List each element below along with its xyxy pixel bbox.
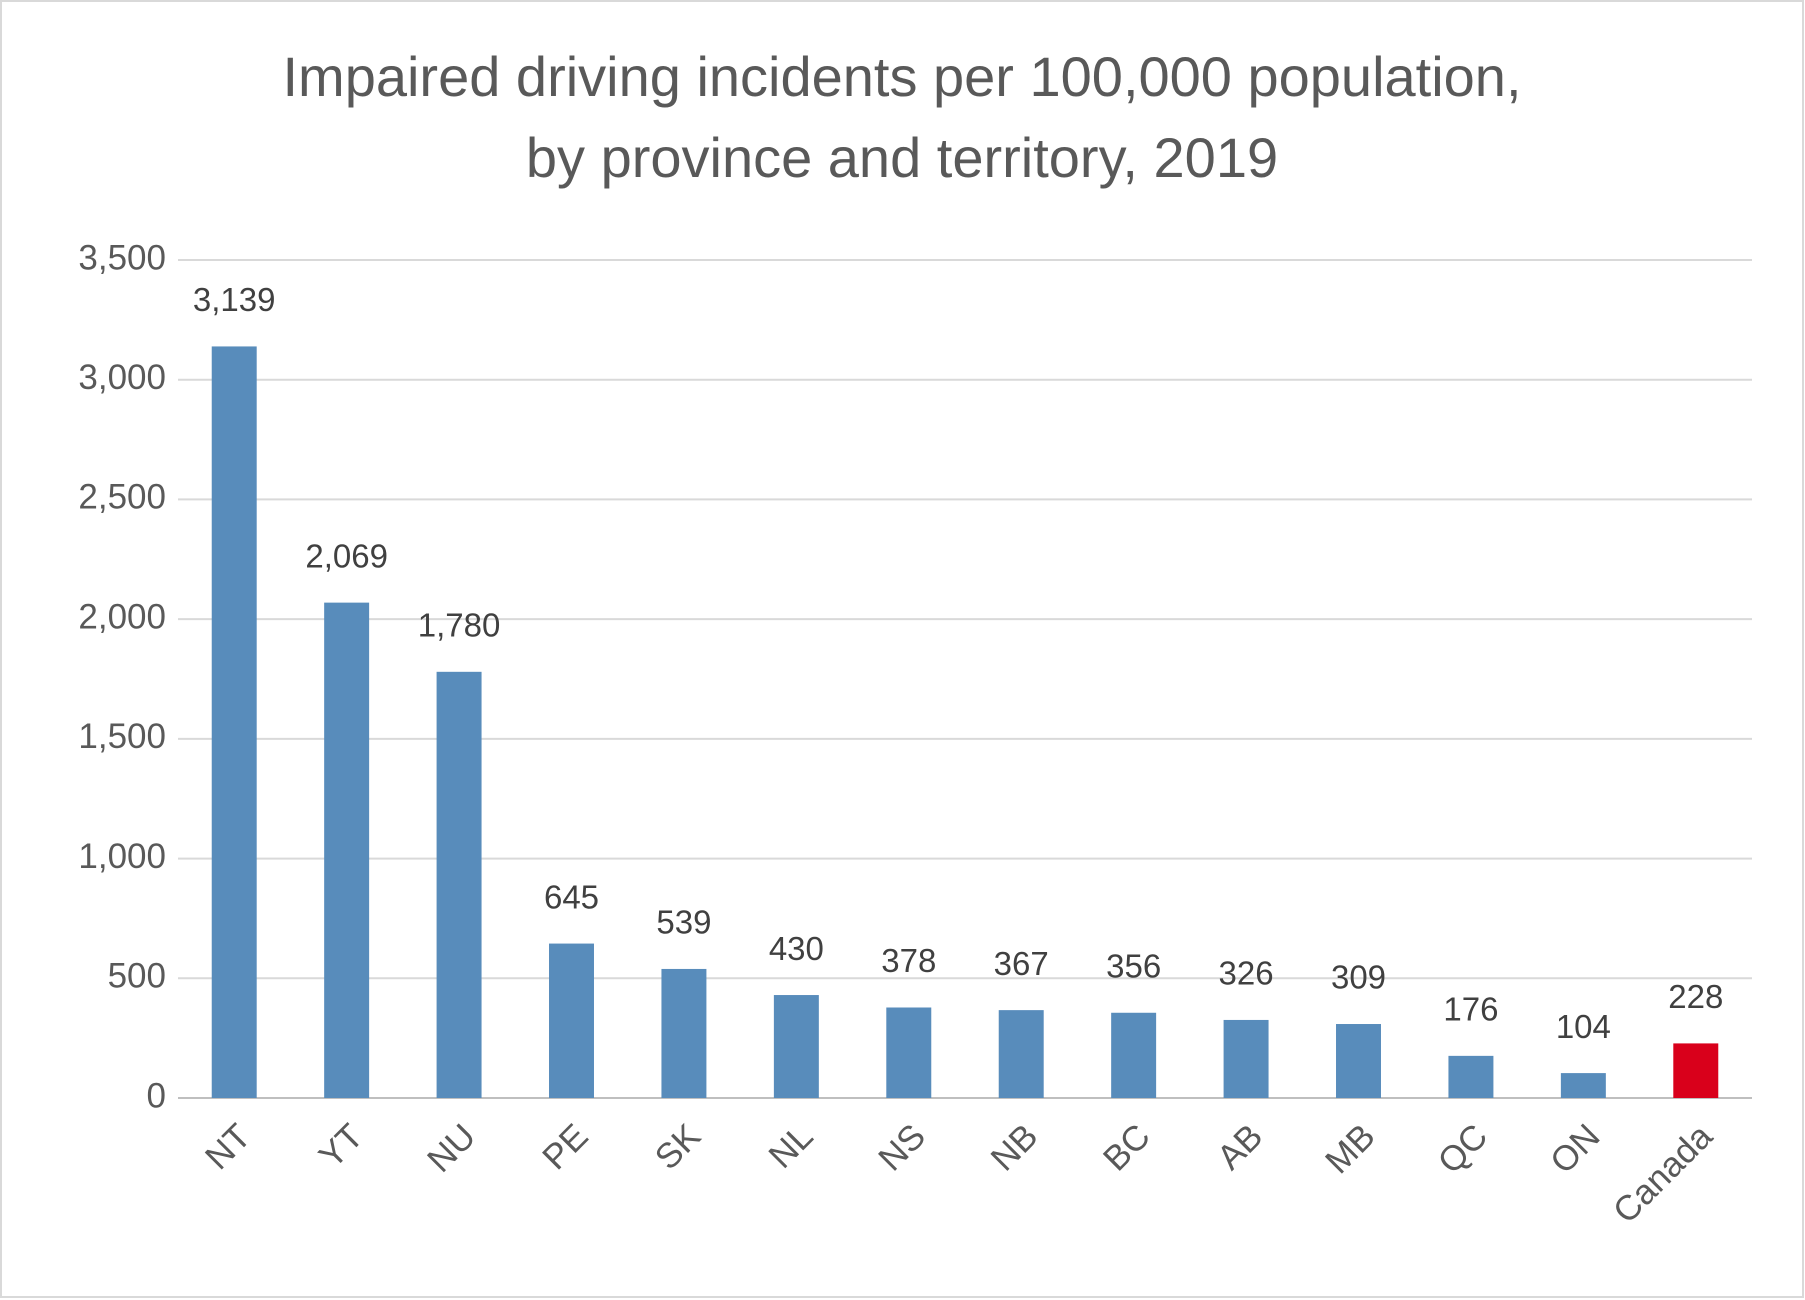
data-label: 2,069 xyxy=(305,537,388,574)
data-label: 1,780 xyxy=(418,607,501,644)
bar xyxy=(324,602,370,1098)
data-label: 228 xyxy=(1668,978,1723,1015)
y-tick-label: 0 xyxy=(147,1076,166,1115)
y-tick-label: 3,000 xyxy=(78,358,166,397)
data-label: 378 xyxy=(881,942,936,979)
y-tick-label: 1,500 xyxy=(78,717,166,756)
data-label: 3,139 xyxy=(193,281,276,318)
data-label: 356 xyxy=(1106,947,1161,984)
chart-title: Impaired driving incidents per 100,000 p… xyxy=(282,45,1521,108)
bar xyxy=(549,943,594,1098)
bar xyxy=(1560,1073,1606,1098)
data-label: 539 xyxy=(656,904,711,941)
bar xyxy=(211,346,257,1098)
bar xyxy=(436,671,482,1098)
bar xyxy=(773,995,819,1098)
y-tick-label: 500 xyxy=(108,957,166,996)
y-tick-label: 2,000 xyxy=(78,597,166,636)
bar xyxy=(1673,1043,1719,1098)
bar xyxy=(1223,1019,1269,1098)
data-label: 309 xyxy=(1331,959,1386,996)
bar xyxy=(1336,1024,1381,1098)
data-label: 367 xyxy=(994,945,1049,982)
data-label: 176 xyxy=(1443,991,1498,1028)
bar xyxy=(1111,1012,1157,1098)
y-tick-label: 1,000 xyxy=(78,837,166,876)
data-label: 326 xyxy=(1219,955,1274,992)
y-tick-label: 2,500 xyxy=(78,478,166,517)
chart-title: by province and territory, 2019 xyxy=(526,126,1278,189)
y-tick-label: 3,500 xyxy=(78,238,166,277)
bar xyxy=(1448,1055,1494,1098)
bar xyxy=(886,1007,932,1098)
bar xyxy=(998,1010,1044,1098)
data-label: 645 xyxy=(544,878,599,915)
bar xyxy=(661,968,707,1098)
data-label: 104 xyxy=(1556,1008,1611,1045)
data-label: 430 xyxy=(769,930,824,967)
